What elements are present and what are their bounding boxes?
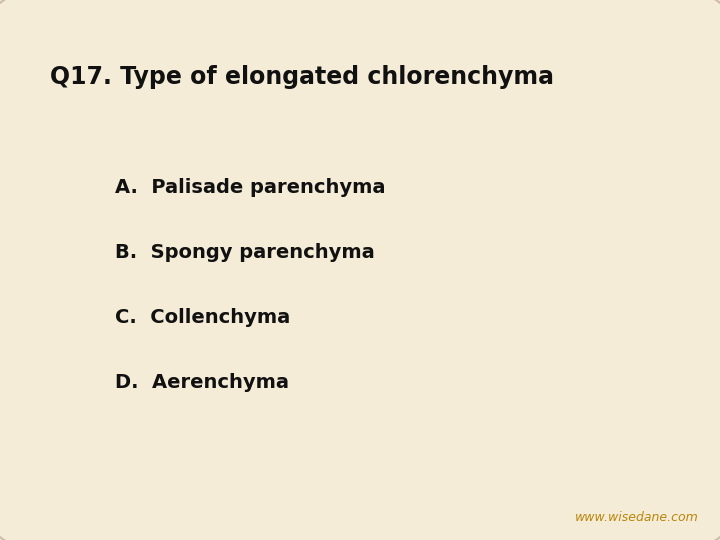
Text: C.  Collenchyma: C. Collenchyma bbox=[115, 308, 290, 327]
Text: D.  Aerenchyma: D. Aerenchyma bbox=[115, 373, 289, 392]
Text: A.  Palisade parenchyma: A. Palisade parenchyma bbox=[115, 178, 386, 197]
Text: Q17. Type of elongated chlorenchyma: Q17. Type of elongated chlorenchyma bbox=[50, 65, 554, 89]
Text: B.  Spongy parenchyma: B. Spongy parenchyma bbox=[115, 243, 375, 262]
Text: www.wisedane.com: www.wisedane.com bbox=[575, 511, 698, 524]
